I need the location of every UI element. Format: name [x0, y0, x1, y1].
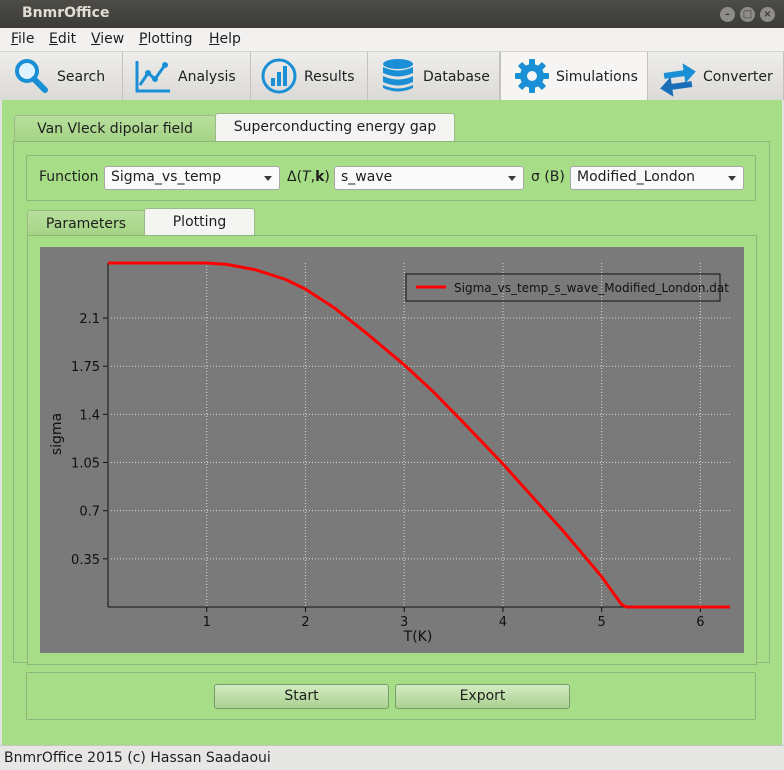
delta-combo[interactable]: s_wave	[334, 166, 524, 190]
series-layer	[108, 261, 730, 609]
window-titlebar: BnmrOffice – □ ×	[0, 0, 784, 28]
tab-superconducting-gap-label: Superconducting energy gap	[233, 119, 437, 135]
maximize-icon[interactable]: □	[740, 7, 755, 22]
tab-parameters[interactable]: Parameters	[27, 210, 145, 237]
function-selector-group	[26, 155, 756, 201]
legend-layer: Sigma_vs_temp_s_wave_Modified_London.dat	[405, 273, 729, 302]
x-tick-label: 5	[598, 615, 606, 630]
y-tick-label: 0.35	[71, 553, 100, 568]
analysis-chart-icon	[135, 61, 170, 93]
delta-combo-value: s_wave	[341, 169, 393, 185]
database-icon	[383, 59, 413, 92]
x-tick-label: 4	[499, 615, 507, 630]
window-title: BnmrOffice	[22, 5, 110, 21]
legend-box	[405, 273, 721, 302]
y-tick-label: 0.7	[79, 505, 100, 520]
tab-results[interactable]: Results	[251, 52, 368, 100]
gear-icon	[515, 59, 549, 93]
delta-label-k: k	[315, 169, 325, 185]
grid-layer	[108, 263, 730, 607]
tab-van-vleck[interactable]: Van Vleck dipolar field	[14, 115, 216, 142]
menu-edit-label: dit	[57, 31, 77, 47]
tab-parameters-label: Parameters	[45, 216, 127, 232]
menu-file-label: ile	[18, 31, 35, 47]
delta-label-suffix: )	[324, 169, 330, 185]
delta-label-comma: ,	[310, 169, 316, 185]
action-button-group	[26, 672, 756, 720]
x-tick-label: 2	[301, 615, 309, 630]
tab-search[interactable]: Search	[0, 52, 123, 100]
x-tick-label: 1	[203, 615, 211, 630]
menu-plotting-label: lotting	[147, 31, 193, 47]
sigma-label: σ (B)	[531, 169, 565, 185]
tab-results-label: Results	[304, 69, 355, 85]
menu-help-mnemonic: H	[209, 31, 220, 47]
sigma-vs-temp-chart: 1 2 3 4 5 6 0.35 0.7 1.05 1.4 1.75 2.1 Sigma_vs_tem…	[49, 261, 730, 645]
menu-file-mnemonic: F	[11, 31, 19, 47]
minimize-icon[interactable]: –	[720, 7, 735, 22]
sigma-combo[interactable]: Modified_London	[570, 166, 744, 190]
tab-plotting-label: Plotting	[172, 214, 227, 230]
menu-help[interactable]: Help	[209, 31, 241, 47]
delta-label-prefix: Δ(	[287, 169, 303, 185]
y-tick-label: 1.05	[71, 457, 100, 472]
start-button[interactable]: Start	[214, 684, 389, 709]
axis-layer: 1 2 3 4 5 6 0.35 0.7 1.05 1.4 1.75 2.1	[71, 263, 730, 630]
tab-database-label: Database	[423, 69, 490, 85]
y-axis-label: sigma	[49, 413, 65, 455]
plot-canvas[interactable]: 1 2 3 4 5 6 0.35 0.7 1.05 1.4 1.75 2.1 Sigma_vs_tem…	[40, 247, 744, 653]
tab-converter-label: Converter	[703, 69, 773, 85]
menu-edit[interactable]: Edit	[49, 31, 76, 47]
menu-file[interactable]: File	[11, 31, 34, 47]
y-tick-label: 1.75	[71, 360, 100, 375]
chevron-down-icon	[728, 176, 736, 181]
menu-plotting[interactable]: Plotting	[139, 31, 193, 47]
tab-analysis[interactable]: Analysis	[123, 52, 251, 100]
menu-plotting-mnemonic: P	[139, 31, 148, 47]
converter-arrows-icon	[660, 63, 696, 97]
y-tick-label: 2.1	[79, 312, 100, 327]
menu-view-label: iew	[100, 31, 125, 47]
tab-converter[interactable]: Converter	[648, 52, 784, 100]
function-label: Function	[39, 169, 99, 185]
search-icon	[15, 59, 48, 93]
tab-simulations[interactable]: Simulations	[500, 52, 648, 101]
sigma-combo-value: Modified_London	[577, 169, 696, 185]
status-bar: BnmrOffice 2015 (c) Hassan Saadaoui	[0, 745, 784, 770]
chevron-down-icon	[264, 176, 272, 181]
tab-superconducting-gap[interactable]: Superconducting energy gap	[215, 113, 455, 142]
menu-bar: File Edit View Plotting Help	[0, 28, 784, 52]
tab-search-label: Search	[57, 69, 106, 85]
status-text: BnmrOffice 2015 (c) Hassan Saadaoui	[4, 750, 271, 766]
legend-label: Sigma_vs_temp_s_wave_Modified_London.dat	[454, 281, 729, 295]
function-combo[interactable]: Sigma_vs_temp	[104, 166, 280, 190]
results-bar-icon	[261, 58, 297, 94]
function-combo-value: Sigma_vs_temp	[111, 169, 222, 185]
tab-simulations-label: Simulations	[556, 69, 638, 85]
close-icon[interactable]: ×	[760, 7, 775, 22]
menu-edit-mnemonic: E	[49, 31, 58, 47]
tab-plotting[interactable]: Plotting	[144, 208, 255, 237]
x-tick-label: 3	[400, 615, 408, 630]
chevron-down-icon	[508, 176, 516, 181]
menu-view[interactable]: View	[91, 31, 124, 47]
delta-label-t: T	[302, 169, 311, 185]
x-tick-label: 6	[696, 615, 704, 630]
export-button[interactable]: Export	[395, 684, 570, 709]
tab-database[interactable]: Database	[368, 52, 500, 100]
series-line-0	[108, 261, 730, 609]
y-tick-label: 1.4	[79, 408, 100, 423]
main-tab-bar: Search Analysis Results Database	[0, 52, 784, 101]
menu-view-mnemonic: V	[91, 31, 101, 47]
tab-analysis-label: Analysis	[178, 69, 236, 85]
tab-van-vleck-label: Van Vleck dipolar field	[37, 121, 193, 137]
x-axis-label: T(K)	[403, 629, 433, 645]
menu-help-label: elp	[219, 31, 241, 47]
delta-label: Δ(T,k)	[287, 169, 330, 185]
